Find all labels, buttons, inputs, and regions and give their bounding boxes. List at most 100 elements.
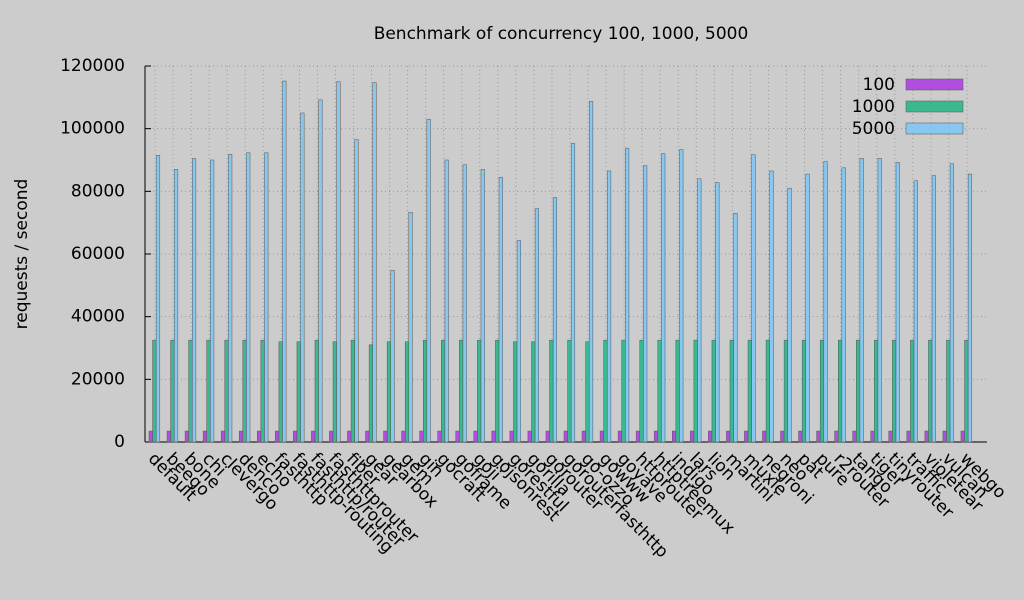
bar — [293, 430, 298, 443]
bar — [401, 430, 406, 443]
y-tick-label: 60000 — [71, 244, 125, 264]
bar — [747, 339, 752, 443]
bar — [296, 341, 301, 443]
bar — [585, 341, 590, 443]
bar — [697, 178, 702, 443]
legend-label: 100 — [863, 75, 895, 95]
bar — [210, 159, 215, 443]
bar — [967, 173, 973, 443]
bar — [152, 339, 157, 443]
bar — [888, 430, 893, 443]
bar — [675, 339, 680, 443]
bar — [184, 430, 189, 443]
bar — [657, 339, 662, 443]
bar — [690, 430, 695, 443]
bar — [603, 339, 608, 443]
bar — [913, 180, 918, 443]
bar — [509, 430, 514, 443]
bar — [257, 430, 262, 443]
bar — [588, 101, 594, 443]
bar — [617, 430, 622, 443]
bar — [314, 339, 319, 443]
bar — [423, 339, 428, 443]
bar — [278, 341, 283, 443]
bar — [441, 339, 446, 443]
bar — [552, 197, 558, 443]
bar — [354, 139, 359, 443]
bar — [202, 430, 207, 443]
bar — [823, 161, 828, 443]
bar — [964, 339, 969, 443]
bar — [852, 430, 857, 443]
bar — [365, 430, 370, 443]
bar — [798, 430, 803, 443]
bar — [426, 119, 431, 443]
bar — [282, 80, 287, 443]
bar — [816, 430, 821, 443]
bar — [480, 169, 485, 443]
bar — [859, 158, 864, 443]
bar — [874, 339, 879, 443]
bar — [404, 341, 410, 443]
bar — [224, 339, 229, 443]
bar — [437, 430, 442, 443]
bar — [892, 339, 897, 443]
y-axis-label: requests / second — [12, 179, 32, 330]
legend-label: 1000 — [852, 97, 895, 117]
bar — [228, 154, 233, 443]
bar — [949, 163, 954, 443]
bar — [260, 339, 265, 443]
bar — [960, 430, 965, 443]
bar — [679, 149, 684, 443]
bar — [155, 155, 161, 443]
bar — [877, 158, 882, 443]
bar — [383, 430, 388, 443]
bar — [643, 165, 648, 443]
bar — [693, 339, 698, 443]
bar — [495, 339, 500, 443]
bar — [625, 147, 630, 443]
bar — [173, 169, 179, 443]
bar — [801, 339, 807, 443]
bar — [347, 430, 352, 443]
bar — [744, 430, 749, 443]
bar — [563, 430, 568, 443]
bar — [531, 341, 536, 443]
bar — [639, 339, 644, 443]
bar — [834, 430, 839, 443]
bar — [838, 339, 843, 443]
bar — [350, 339, 355, 443]
bar — [368, 344, 373, 443]
bar — [300, 112, 305, 443]
bar — [408, 212, 413, 443]
bar — [444, 159, 449, 443]
bar — [166, 430, 171, 443]
bar — [607, 170, 612, 443]
bar — [329, 430, 334, 443]
bar — [264, 152, 269, 443]
bar — [762, 430, 767, 443]
bar — [192, 158, 197, 443]
bar — [870, 430, 875, 443]
bar — [805, 173, 810, 443]
y-tick-label: 0 — [114, 432, 125, 452]
bar — [946, 339, 951, 443]
bar — [148, 430, 153, 443]
bar — [895, 162, 900, 443]
bar — [729, 339, 734, 443]
bar — [372, 82, 377, 443]
bar — [567, 339, 572, 443]
bar — [621, 339, 626, 443]
bar — [661, 153, 666, 443]
bar — [459, 339, 464, 443]
bar — [206, 339, 211, 443]
bar — [672, 430, 677, 443]
legend-swatch — [905, 78, 964, 91]
bar — [819, 339, 825, 443]
legend-swatch — [905, 122, 964, 135]
y-tick-label: 40000 — [71, 307, 125, 327]
bar — [220, 430, 226, 443]
bar — [462, 164, 467, 443]
bar — [545, 430, 550, 443]
bar — [726, 430, 731, 443]
